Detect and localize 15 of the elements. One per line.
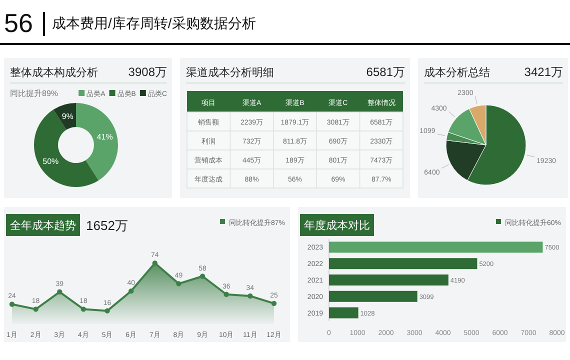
- text: 渠道成本分析明细: [186, 66, 274, 79]
- chart-subtitle: 同比提升89%: [10, 89, 58, 98]
- data-label: 50%: [42, 157, 59, 166]
- chart-title: 整体成本构成分析: [10, 66, 98, 79]
- text: 1652万: [86, 218, 128, 233]
- chart-title: 成本分析总结: [424, 66, 490, 79]
- chart-title: 全年成本趋势: [10, 219, 76, 232]
- text: 6581万: [366, 65, 405, 79]
- text: 成本费用/库存周转/采购数据分析: [52, 15, 256, 31]
- text: 56: [4, 8, 33, 38]
- chart-title: 年度成本对比: [304, 219, 370, 232]
- data-label: 9%: [62, 112, 74, 122]
- text: 3421万: [524, 65, 563, 79]
- data-label: 41%: [96, 132, 113, 142]
- text: 3908万: [128, 65, 167, 79]
